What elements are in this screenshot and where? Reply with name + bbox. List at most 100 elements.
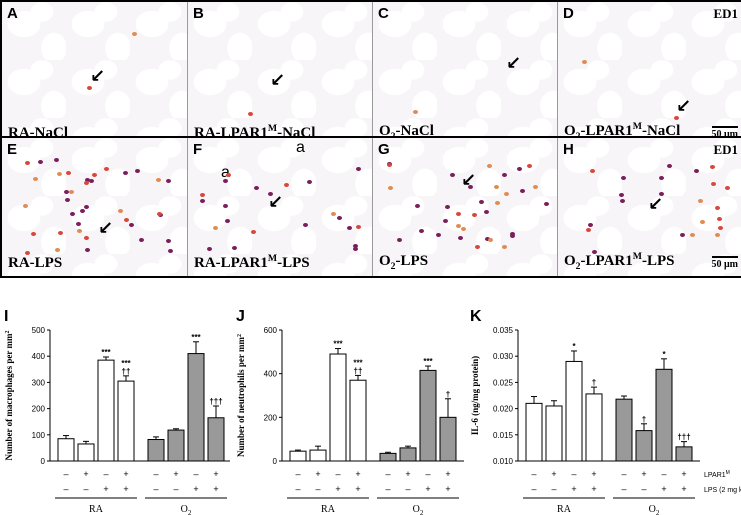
- stained-cell: [117, 209, 123, 214]
- panel-letter: F: [193, 141, 203, 158]
- stained-cell: [582, 60, 587, 64]
- stained-cell: [38, 159, 44, 164]
- lpar-sign: –: [295, 469, 300, 479]
- stained-cell: [585, 228, 591, 233]
- stained-cell: [122, 171, 128, 176]
- stained-cell: [222, 203, 228, 208]
- scale-bar: 50 μm: [711, 126, 738, 140]
- stained-cell: [415, 204, 421, 209]
- stain-tag: ED1: [713, 142, 738, 157]
- stained-cell: [226, 172, 232, 177]
- stained-cell: [167, 249, 173, 254]
- stained-cell: [200, 192, 206, 197]
- stained-cell: [337, 215, 342, 220]
- stained-cell: [487, 164, 493, 169]
- lpar-sign: –: [571, 469, 576, 479]
- bar: [329, 353, 347, 462]
- stained-cell: [64, 190, 70, 195]
- stained-cell: [484, 236, 490, 241]
- stained-cell: [353, 243, 359, 248]
- histology-row-top: A ↙ RA-NaCl B ↙ RA-LPAR1M-NaCl ↙ C O2-Na…: [0, 0, 741, 148]
- bar: [399, 447, 417, 462]
- stained-cell: [156, 178, 162, 183]
- stained-cell: [504, 191, 510, 196]
- lpar-sign: +: [315, 469, 320, 479]
- significance-marker: ***: [121, 359, 131, 368]
- stained-cell: [268, 192, 274, 197]
- y-tick-label: 400: [32, 352, 46, 361]
- stained-cell: [715, 232, 721, 237]
- chart-letter: I: [4, 308, 9, 325]
- y-tick-label: 0.025: [493, 378, 514, 387]
- y-axis-label: IL-6 (ng/mg protein): [470, 356, 480, 435]
- stained-cell: [501, 173, 507, 178]
- group-label: O2: [649, 504, 660, 515]
- stained-cell: [544, 202, 550, 207]
- stained-cell: [458, 236, 464, 241]
- chart-letter: K: [470, 308, 482, 325]
- stained-cell: [104, 167, 110, 172]
- panel-label: O2-LPAR1M-LPS: [564, 251, 675, 272]
- stained-cell: [352, 246, 358, 251]
- alveolus-marker: a: [296, 139, 305, 156]
- stained-cell: [302, 223, 308, 228]
- stained-cell: [658, 192, 664, 197]
- stained-cell: [619, 192, 625, 197]
- lpar-sign: +: [641, 469, 646, 479]
- stained-cell: [128, 222, 134, 227]
- significance-marker: *: [572, 342, 576, 351]
- stained-cell: [84, 204, 90, 209]
- stained-cell: [475, 245, 481, 250]
- stained-cell: [587, 222, 593, 227]
- stained-cell: [69, 189, 75, 194]
- significance-marker: ††: [354, 366, 363, 375]
- stained-cell: [165, 178, 171, 183]
- stained-cell: [387, 163, 393, 168]
- stained-cell: [25, 251, 31, 256]
- stained-cell: [70, 212, 76, 217]
- stained-cell: [347, 226, 353, 231]
- bar: [57, 438, 75, 462]
- stained-cell: [456, 223, 462, 228]
- stained-cell: [330, 212, 336, 217]
- stained-cell: [493, 185, 499, 190]
- y-tick-label: 500: [32, 326, 46, 335]
- stained-cell: [711, 181, 717, 186]
- lpar-sign: +: [355, 469, 360, 479]
- panel-b: B ↙ RA-LPAR1M-NaCl: [187, 2, 373, 146]
- panel-letter: D: [563, 5, 574, 22]
- stained-cell: [717, 225, 723, 230]
- stained-cell: [460, 227, 466, 232]
- lps-sign: –: [63, 484, 68, 494]
- stained-cell: [64, 198, 70, 203]
- stained-cell: [134, 168, 140, 173]
- stained-cell: [674, 116, 679, 120]
- panel-letter: H: [563, 141, 574, 158]
- stained-cell: [199, 199, 205, 204]
- stained-cell: [207, 246, 213, 251]
- bar: [309, 449, 327, 462]
- y-tick-label: 200: [264, 413, 278, 422]
- row-label: LPAR1M: [704, 470, 730, 479]
- lps-sign: +: [445, 484, 450, 494]
- lpar-sign: –: [153, 469, 158, 479]
- lps-sign: +: [103, 484, 108, 494]
- panel-f: F a a ↙ RA-LPAR1M-LPS: [187, 138, 373, 276]
- y-tick-label: 0.015: [493, 431, 514, 440]
- significance-marker: ††: [122, 367, 131, 376]
- lps-sign: –: [295, 484, 300, 494]
- stained-cell: [471, 213, 477, 218]
- stained-cell: [693, 169, 699, 174]
- significance-marker: †††: [209, 397, 222, 406]
- stained-cell: [84, 247, 90, 252]
- stained-cell: [724, 186, 730, 191]
- stained-cell: [213, 226, 219, 230]
- stained-cell: [232, 245, 238, 250]
- stained-cell: [659, 175, 665, 180]
- stained-cell: [248, 112, 253, 116]
- y-axis-label: Number of neutrophils per mm2: [236, 334, 246, 457]
- bar: [419, 369, 437, 462]
- group-label: O2: [181, 504, 192, 515]
- significance-marker: †: [446, 390, 450, 399]
- panel-h: H ED1 ↙ O2-LPAR1M-LPS 50 μm: [557, 138, 741, 276]
